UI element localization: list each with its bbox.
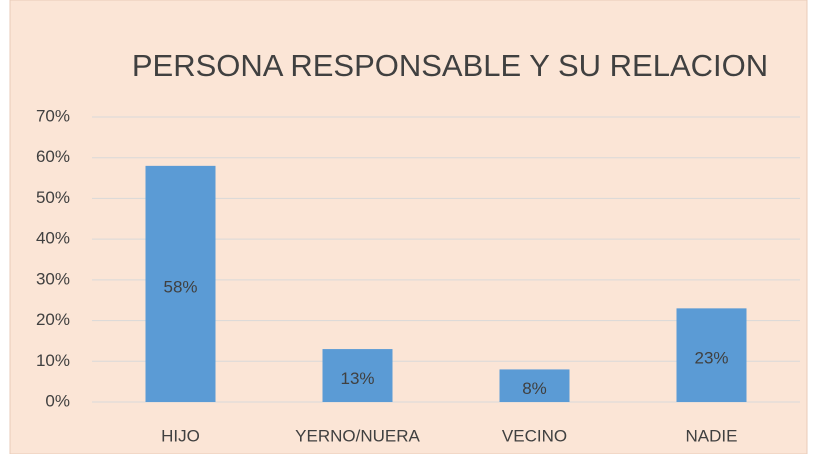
x-tick-label: VECINO [502, 426, 567, 445]
x-tick-label: YERNO/NUERA [295, 426, 420, 445]
bar [322, 349, 393, 402]
bar [145, 165, 216, 402]
x-tick-label: HIJO [161, 426, 200, 445]
chart-background [9, 0, 808, 454]
y-tick-label: 50% [36, 188, 70, 207]
y-tick-label: 40% [36, 229, 70, 248]
data-label: 58% [163, 277, 197, 296]
y-tick-label: 70% [36, 106, 70, 125]
x-tick-label: NADIE [686, 426, 738, 445]
data-label: 8% [522, 379, 547, 398]
y-tick-label: 30% [36, 269, 70, 288]
y-tick-label: 10% [36, 351, 70, 370]
data-label: 23% [694, 349, 728, 368]
data-label: 13% [340, 369, 374, 388]
bar [676, 308, 747, 402]
chart-title: PERSONA RESPONSABLE Y SU RELACION [132, 48, 768, 83]
bar [499, 369, 570, 402]
y-tick-label: 0% [45, 391, 70, 410]
y-tick-label: 20% [36, 310, 70, 329]
y-tick-label: 60% [36, 147, 70, 166]
